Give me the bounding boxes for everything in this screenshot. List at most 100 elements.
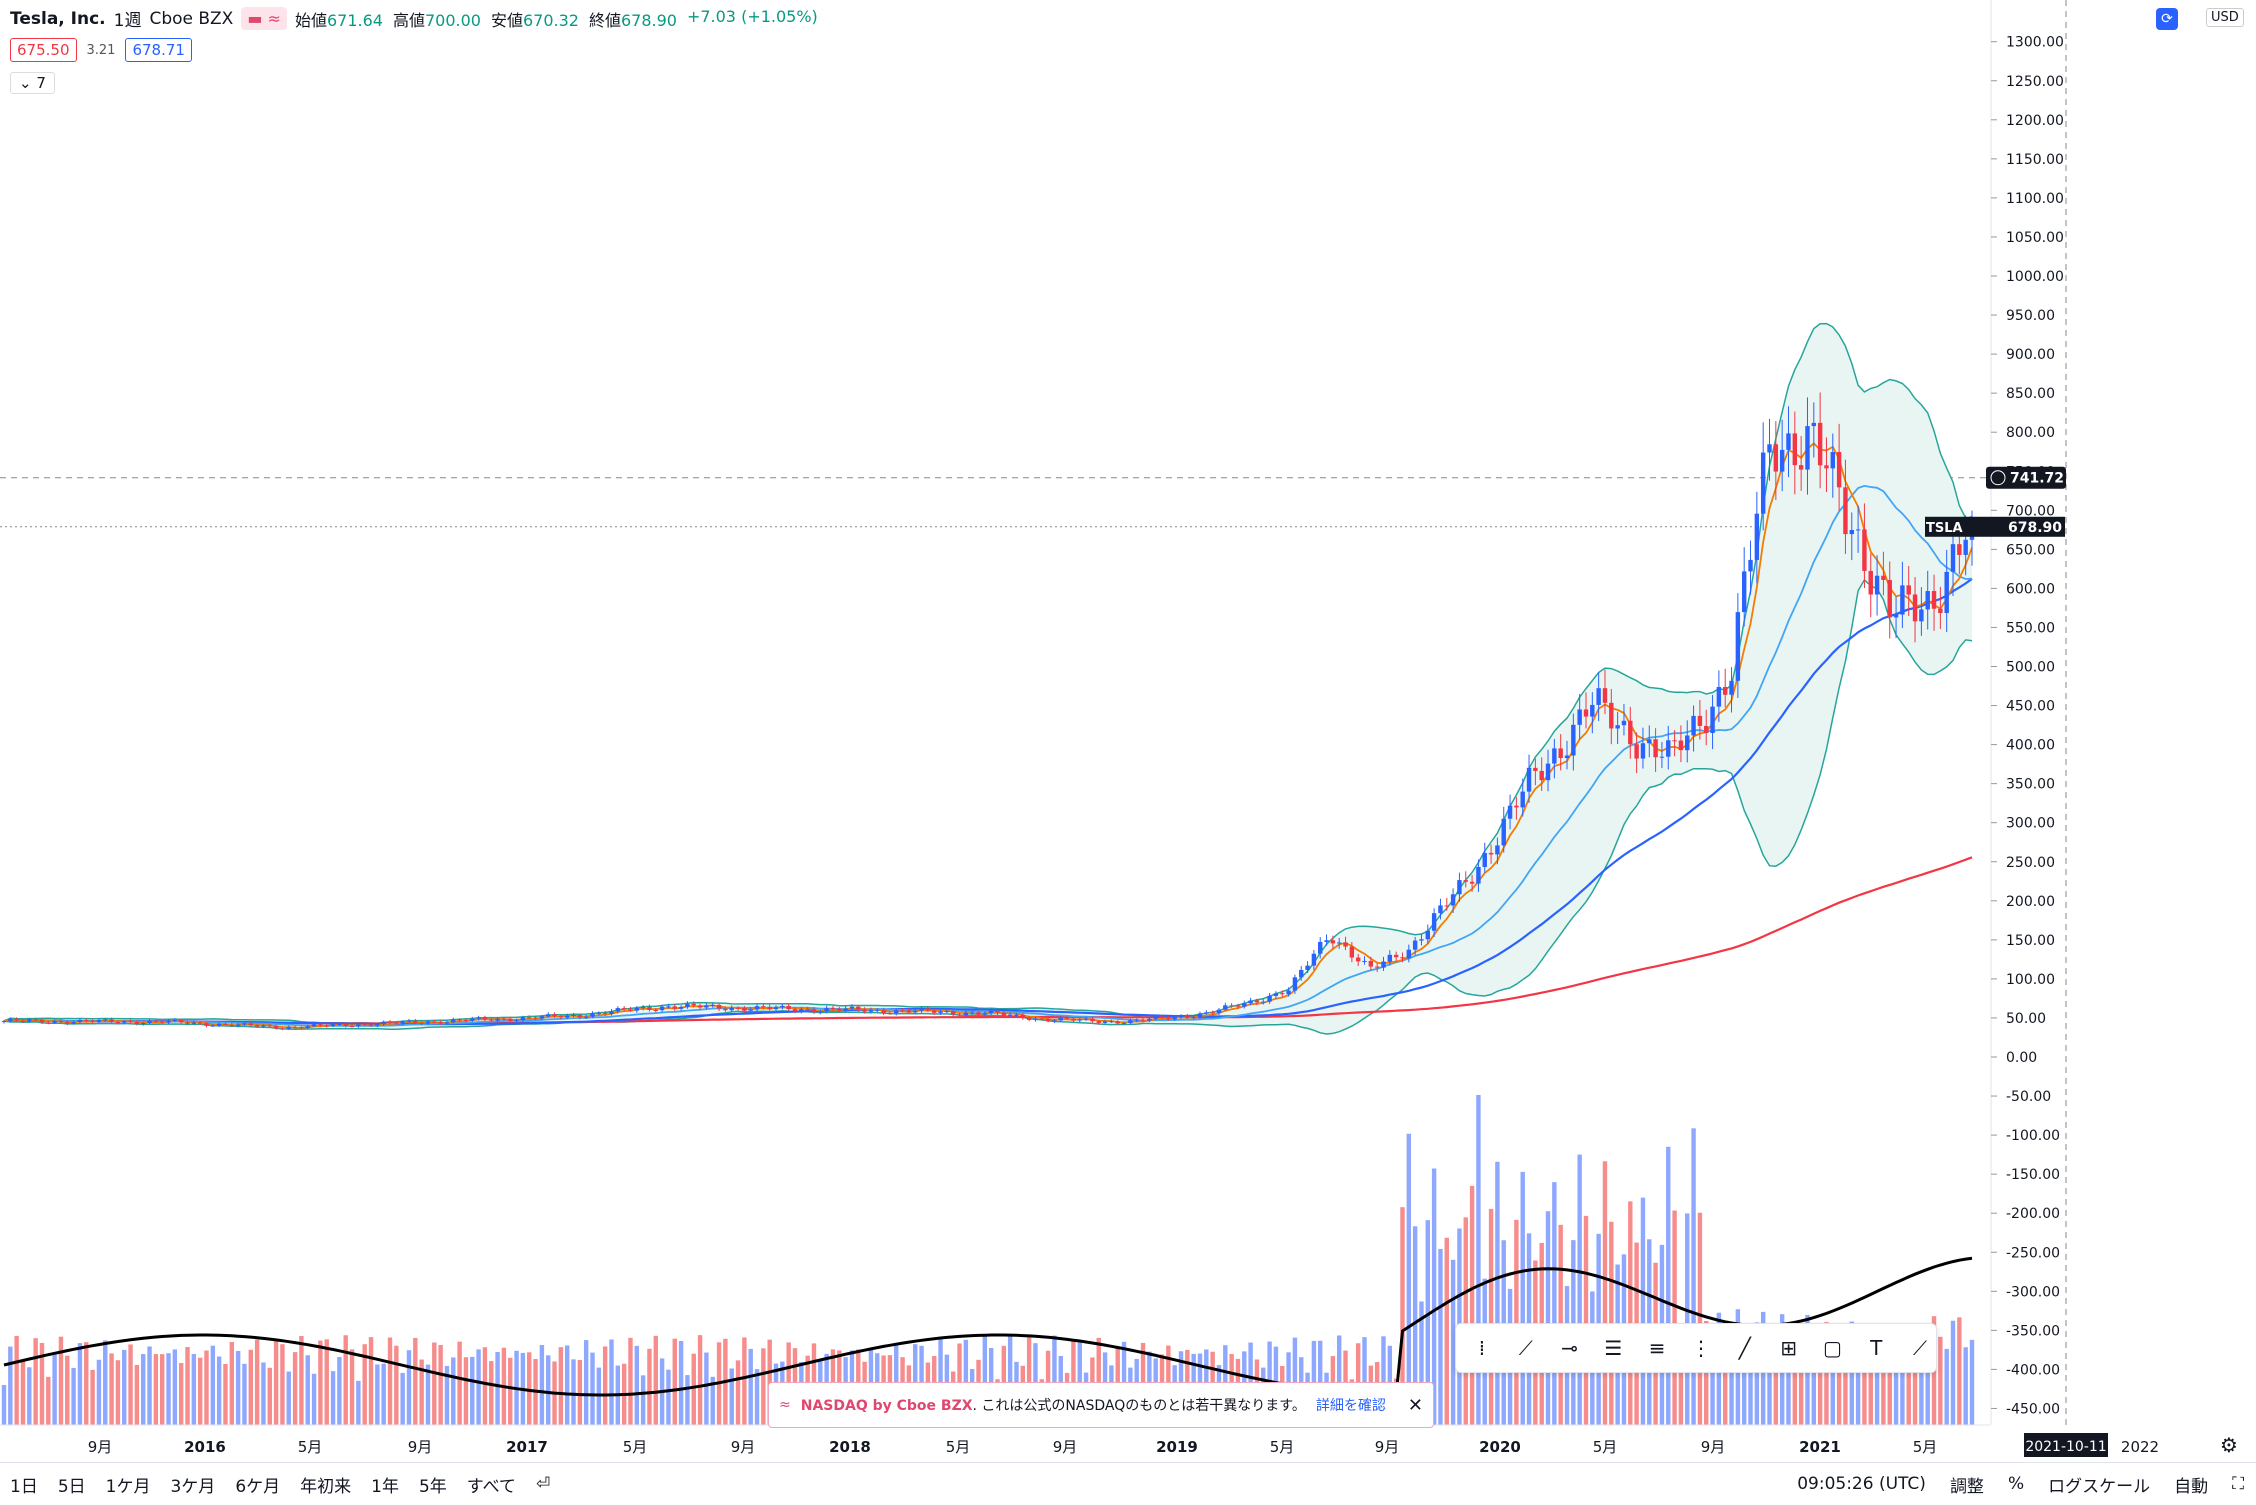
- candle-body: [1900, 585, 1905, 615]
- candle-body: [1336, 942, 1342, 944]
- volume-bar: [103, 1340, 108, 1425]
- price-tick: -300.00: [2006, 1284, 2060, 1300]
- range-1y[interactable]: 1年: [371, 1476, 399, 1497]
- candle-body: [1786, 433, 1791, 450]
- candle-body: [1393, 954, 1399, 958]
- volume-bar: [1419, 1301, 1424, 1425]
- volume-bar: [425, 1364, 431, 1425]
- fib-retracement-icon[interactable]: ⋮: [1690, 1336, 1711, 1360]
- volume-bar: [178, 1362, 184, 1425]
- log-scale-toggle[interactable]: ログスケール: [2048, 1476, 2151, 1497]
- price-chart[interactable]: 1300.00 1250.00 1200.00 1150.00 1100.00 1050.…: [0, 0, 2256, 1462]
- fullscreen-icon[interactable]: ⛶: [2232, 1474, 2244, 1494]
- range-ytd[interactable]: 年初来: [300, 1476, 352, 1497]
- text-tool-icon[interactable]: T: [1870, 1336, 1883, 1360]
- price-range-icon[interactable]: ⊞: [1780, 1336, 1797, 1360]
- alert-icon[interactable]: ⟳: [2156, 8, 2178, 30]
- range-1m[interactable]: 1ケ月: [105, 1476, 151, 1497]
- goto-date-icon[interactable]: ⏎: [535, 1474, 551, 1494]
- horizontal-ray-icon[interactable]: ⊸: [1561, 1336, 1578, 1360]
- volume-bar: [1628, 1201, 1633, 1425]
- candle-body: [375, 1024, 380, 1026]
- candle-body: [1957, 544, 1962, 555]
- range-5d[interactable]: 5日: [57, 1476, 86, 1497]
- candle-body: [52, 1021, 57, 1023]
- range-3m[interactable]: 3ケ月: [170, 1476, 216, 1497]
- candle-body: [1666, 740, 1671, 757]
- volume-bar: [558, 1347, 564, 1425]
- candle-body: [1387, 954, 1393, 962]
- candle-body: [533, 1017, 538, 1019]
- symbol-name[interactable]: Tesla, Inc.: [10, 8, 106, 29]
- candle-body: [640, 1007, 646, 1009]
- volume-bar: [1438, 1248, 1443, 1425]
- volume-bar: [159, 1354, 165, 1425]
- volume-bar: [1640, 1197, 1646, 1425]
- bid-price[interactable]: 675.50: [10, 38, 77, 62]
- candle-body: [103, 1019, 108, 1021]
- volume-bar: [58, 1336, 64, 1425]
- price-tick: 450.00: [2006, 699, 2055, 715]
- volume-bar: [1723, 1352, 1728, 1425]
- candle-body: [552, 1014, 557, 1017]
- candle-body: [1919, 609, 1924, 622]
- pitchfork-icon[interactable]: ☰: [1604, 1336, 1623, 1360]
- volume-bar: [216, 1356, 222, 1425]
- volume-bar: [1697, 1212, 1703, 1425]
- parallel-channel-icon[interactable]: ≡: [1648, 1336, 1666, 1360]
- volume-bar: [1811, 1340, 1817, 1425]
- candle-body: [1805, 426, 1810, 470]
- volume-bar: [362, 1344, 367, 1425]
- auto-scale-toggle[interactable]: 自動: [2174, 1476, 2209, 1497]
- volume-bar: [96, 1359, 102, 1425]
- volume-bar: [1336, 1335, 1342, 1425]
- candle-body: [1102, 1021, 1108, 1023]
- interval[interactable]: 1週: [113, 11, 142, 31]
- trend-line-icon[interactable]: ⟋: [1518, 1336, 1533, 1360]
- range-1d[interactable]: 1日: [10, 1476, 38, 1497]
- currency-button[interactable]: USD: [2206, 8, 2244, 27]
- range-6m[interactable]: 6ケ月: [235, 1476, 281, 1497]
- price-tick: -150.00: [2006, 1167, 2060, 1183]
- time-display[interactable]: 09:05:26 (UTC): [1797, 1474, 1926, 1494]
- volume-bar: [210, 1345, 216, 1425]
- adjust-toggle[interactable]: 調整: [1949, 1476, 1984, 1497]
- range-5y[interactable]: 5年: [418, 1476, 447, 1497]
- data-source-badge[interactable]: ▬ ≈: [241, 7, 287, 30]
- candle-body: [58, 1021, 64, 1023]
- ask-price[interactable]: 678.71: [125, 38, 192, 62]
- candle-body: [1779, 449, 1785, 472]
- chart-legend: Tesla, Inc. 1週 Cboe BZX ▬ ≈ 始値671.64 高値7…: [10, 6, 818, 32]
- learn-more-link[interactable]: 詳細を確認: [1315, 1398, 1386, 1414]
- volume-bar: [299, 1335, 304, 1425]
- candle-body: [875, 1009, 880, 1011]
- volume-bar: [697, 1335, 703, 1425]
- candle-body: [1609, 702, 1614, 729]
- volume-bar: [337, 1357, 342, 1425]
- candle-body: [754, 1006, 760, 1010]
- candle-body: [799, 1009, 804, 1012]
- percent-toggle[interactable]: %: [2007, 1474, 2025, 1494]
- range-all[interactable]: すべて: [466, 1476, 516, 1497]
- line-tool-icon[interactable]: ╱: [1738, 1336, 1751, 1360]
- candle-body: [159, 1021, 165, 1023]
- candle-body: [913, 1010, 918, 1013]
- candle-body: [1754, 513, 1760, 560]
- drag-handle-icon[interactable]: ⁞: [1478, 1336, 1486, 1360]
- volume-bar: [1412, 1226, 1418, 1425]
- rectangle-icon[interactable]: ▢: [1822, 1336, 1842, 1360]
- candle-body: [723, 1008, 728, 1011]
- candle-body: [678, 1006, 684, 1009]
- candle-body: [1697, 715, 1703, 726]
- bollinger-upper: [3, 322, 1973, 1025]
- indicators-collapse-button[interactable]: ⌄ 7: [10, 72, 55, 94]
- candle-body: [1362, 960, 1367, 962]
- candle-body: [147, 1020, 152, 1023]
- brush-icon[interactable]: ⟋: [1913, 1336, 1928, 1360]
- close-icon[interactable]: ✕: [1407, 1394, 1423, 1416]
- candle-body: [1628, 720, 1633, 745]
- candle-body: [818, 1011, 823, 1013]
- gear-icon[interactable]: ⚙: [2220, 1433, 2238, 1457]
- volume-bar: [1881, 1337, 1886, 1425]
